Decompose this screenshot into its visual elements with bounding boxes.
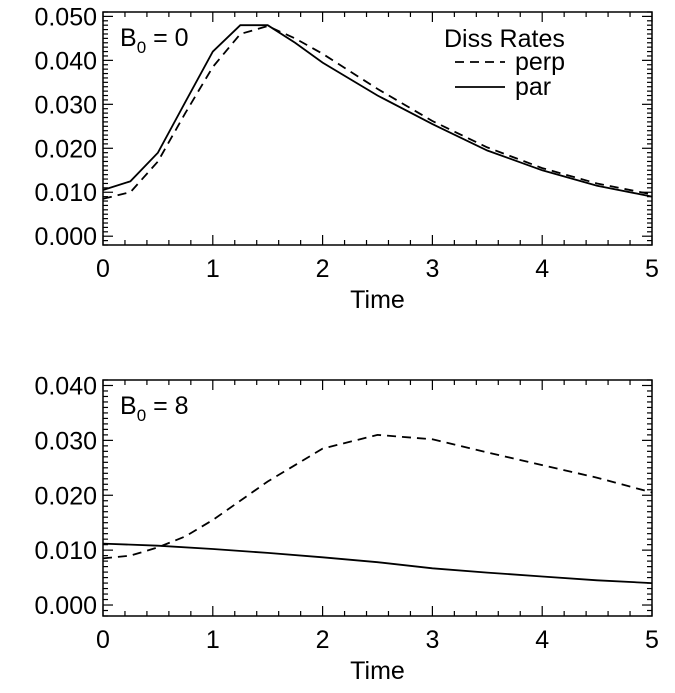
legend-title: Diss Rates bbox=[444, 25, 565, 53]
x-tick-label: 3 bbox=[425, 255, 439, 283]
x-tick-label: 1 bbox=[206, 626, 220, 654]
x-tick-label: 4 bbox=[535, 626, 549, 654]
x-axis-title: Time bbox=[350, 286, 405, 314]
legend-label-perp: perp bbox=[515, 48, 565, 76]
y-tick-label: 0.000 bbox=[34, 592, 97, 620]
plot-frame bbox=[102, 11, 653, 246]
plot-frame bbox=[102, 379, 653, 617]
x-tick-label: 4 bbox=[535, 255, 549, 283]
x-tick-label: 5 bbox=[645, 626, 659, 654]
x-tick-label: 2 bbox=[316, 626, 330, 654]
legend-label-par: par bbox=[515, 73, 551, 101]
y-tick-label: 0.030 bbox=[34, 91, 97, 119]
y-tick-label: 0.020 bbox=[34, 135, 97, 163]
series-line-par bbox=[102, 24, 653, 198]
y-tick-label: 0.030 bbox=[34, 427, 97, 455]
x-tick-label: 1 bbox=[206, 255, 220, 283]
x-tick-label: 2 bbox=[316, 255, 330, 283]
series-line-perp bbox=[102, 25, 653, 200]
y-tick-label: 0.000 bbox=[34, 223, 97, 251]
x-tick-label: 3 bbox=[425, 626, 439, 654]
y-tick-label: 0.010 bbox=[34, 537, 97, 565]
y-tick-label: 0.020 bbox=[34, 482, 97, 510]
x-tick-label: 5 bbox=[645, 255, 659, 283]
panel-b0-8: 0 1 2 3 4 5 0.000 0.010 0.020 0.030 0.040 Time B0 = … bbox=[34, 372, 659, 685]
y-tick-label: 0.040 bbox=[34, 372, 97, 400]
x-tick-label: 0 bbox=[96, 626, 110, 654]
y-tick-label: 0.050 bbox=[34, 3, 97, 31]
b0-annotation: B0 = 0 bbox=[120, 24, 189, 57]
series-line-perp bbox=[102, 433, 653, 560]
y-tick-label: 0.040 bbox=[34, 47, 97, 75]
series-line-par bbox=[102, 542, 653, 584]
x-axis-title: Time bbox=[350, 657, 405, 685]
x-tick-label: 0 bbox=[96, 255, 110, 283]
b0-annotation: B0 = 8 bbox=[120, 392, 189, 425]
panel-b0-0: 0 1 2 3 4 5 0.000 0.010 0.020 0.030 0.040 0.050 Time… bbox=[34, 3, 659, 314]
y-tick-label: 0.010 bbox=[34, 179, 97, 207]
